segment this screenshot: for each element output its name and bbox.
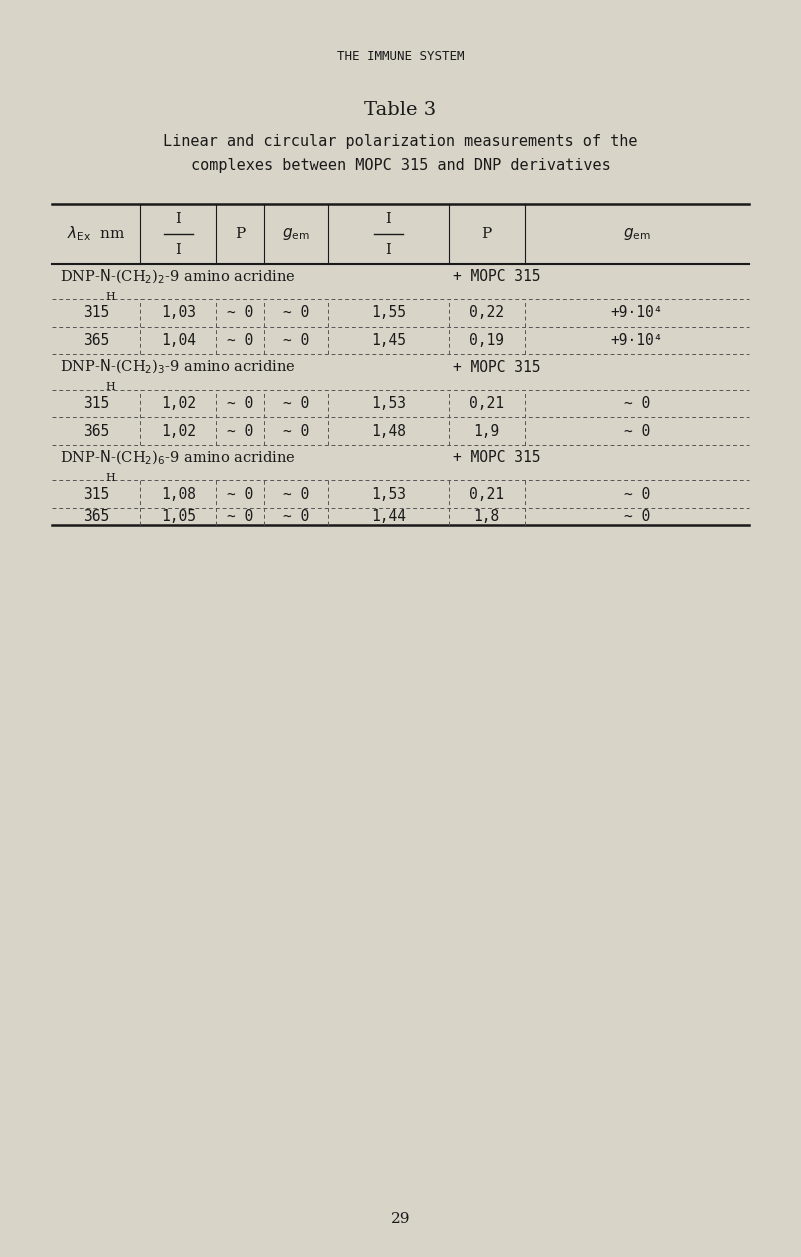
Text: 1,9: 1,9: [473, 424, 500, 439]
Text: I: I: [385, 243, 392, 258]
Text: P: P: [481, 226, 492, 241]
Text: 1,53: 1,53: [371, 396, 406, 411]
Text: H: H: [106, 473, 115, 483]
Text: 1,48: 1,48: [371, 424, 406, 439]
Text: ~ 0: ~ 0: [227, 509, 253, 524]
Text: +9·10⁴: +9·10⁴: [610, 333, 663, 348]
Text: 1,05: 1,05: [161, 509, 195, 524]
Text: 315: 315: [83, 486, 109, 502]
Text: 0,21: 0,21: [469, 486, 504, 502]
Text: ~ 0: ~ 0: [284, 486, 309, 502]
Text: H: H: [106, 382, 115, 392]
Text: 315: 315: [83, 305, 109, 321]
Text: 1,04: 1,04: [161, 333, 195, 348]
Text: ~ 0: ~ 0: [624, 396, 650, 411]
Text: ~ 0: ~ 0: [624, 424, 650, 439]
Text: $g_{\rm em}$: $g_{\rm em}$: [623, 226, 650, 241]
Text: ~ 0: ~ 0: [227, 305, 253, 321]
Text: $g_{\rm em}$: $g_{\rm em}$: [283, 226, 310, 241]
Text: 1,08: 1,08: [161, 486, 195, 502]
Text: 0,21: 0,21: [469, 396, 504, 411]
Text: 365: 365: [83, 333, 109, 348]
Text: 1,44: 1,44: [371, 509, 406, 524]
Text: 0,19: 0,19: [469, 333, 504, 348]
Text: 1,55: 1,55: [371, 305, 406, 321]
Text: 315: 315: [83, 396, 109, 411]
Text: ~ 0: ~ 0: [624, 509, 650, 524]
Text: I: I: [385, 211, 392, 226]
Text: ~ 0: ~ 0: [227, 424, 253, 439]
Text: THE IMMUNE SYSTEM: THE IMMUNE SYSTEM: [336, 50, 465, 63]
Text: ~ 0: ~ 0: [284, 333, 309, 348]
Text: ~ 0: ~ 0: [227, 396, 253, 411]
Text: + MOPC 315: + MOPC 315: [453, 269, 540, 284]
Text: DNP-$\rm N$-(CH$_2$)$_{3}$-9 amino acridine: DNP-$\rm N$-(CH$_2$)$_{3}$-9 amino acrid…: [60, 358, 296, 376]
Text: DNP-$\rm N$-(CH$_2$)$_{6}$-9 amino acridine: DNP-$\rm N$-(CH$_2$)$_{6}$-9 amino acrid…: [60, 449, 296, 466]
Text: 1,45: 1,45: [371, 333, 406, 348]
Text: Linear and circular polarization measurements of the: Linear and circular polarization measure…: [163, 134, 638, 150]
Text: + MOPC 315: + MOPC 315: [453, 450, 540, 465]
Text: ~ 0: ~ 0: [284, 396, 309, 411]
Text: H: H: [106, 292, 115, 302]
Text: 1,03: 1,03: [161, 305, 195, 321]
Text: $\lambda_{\rm Ex}$  nm: $\lambda_{\rm Ex}$ nm: [66, 225, 126, 243]
Text: Table 3: Table 3: [364, 101, 437, 118]
Text: 365: 365: [83, 509, 109, 524]
Text: DNP-$\rm N$-(CH$_2$)$_{2}$-9 amino acridine: DNP-$\rm N$-(CH$_2$)$_{2}$-9 amino acrid…: [60, 268, 296, 285]
Text: complexes between MOPC 315 and DNP derivatives: complexes between MOPC 315 and DNP deriv…: [191, 158, 610, 173]
Text: ~ 0: ~ 0: [284, 305, 309, 321]
Text: ~ 0: ~ 0: [227, 333, 253, 348]
Text: I: I: [175, 211, 181, 226]
Text: P: P: [235, 226, 245, 241]
Text: +9·10⁴: +9·10⁴: [610, 305, 663, 321]
Text: 1,53: 1,53: [371, 486, 406, 502]
Text: 1,02: 1,02: [161, 396, 195, 411]
Text: I: I: [175, 243, 181, 258]
Text: ~ 0: ~ 0: [284, 509, 309, 524]
Text: ~ 0: ~ 0: [284, 424, 309, 439]
Text: 365: 365: [83, 424, 109, 439]
Text: 29: 29: [391, 1212, 410, 1226]
Text: ~ 0: ~ 0: [624, 486, 650, 502]
Text: ~ 0: ~ 0: [227, 486, 253, 502]
Text: 1,8: 1,8: [473, 509, 500, 524]
Text: 0,22: 0,22: [469, 305, 504, 321]
Text: + MOPC 315: + MOPC 315: [453, 360, 540, 375]
Text: 1,02: 1,02: [161, 424, 195, 439]
